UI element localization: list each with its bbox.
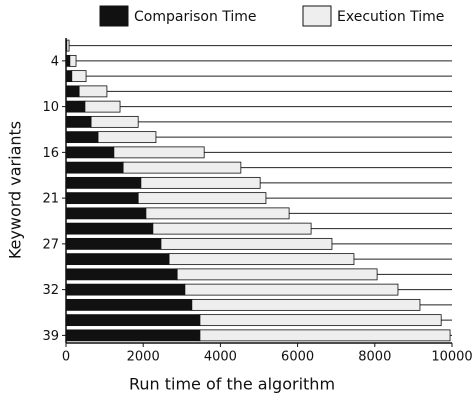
- bar-segment: [152, 222, 312, 235]
- bar-segment: [137, 192, 267, 205]
- bar-segment: [65, 253, 170, 266]
- bar-segment: [78, 85, 108, 98]
- bar-segment: [65, 207, 147, 220]
- x-tick-label: 6000: [281, 350, 314, 365]
- bar-segment: [65, 70, 73, 83]
- bar-segment: [184, 283, 399, 296]
- bar-segment: [191, 298, 421, 311]
- bar-segment: [168, 253, 355, 266]
- y-tick-label: 32: [42, 283, 59, 298]
- legend-text: Execution Time: [337, 9, 444, 25]
- x-tick-label: 8000: [358, 350, 391, 365]
- bar-segment: [65, 192, 139, 205]
- bar-segment: [113, 146, 205, 159]
- bar-segment: [65, 222, 154, 235]
- bar-segment: [65, 268, 178, 281]
- y-tick-label: 16: [42, 146, 59, 161]
- bar-segment: [65, 146, 115, 159]
- bar-segment: [65, 115, 92, 128]
- bar-segment: [160, 237, 333, 250]
- y-tick-label: 27: [42, 237, 59, 252]
- bar-segment: [65, 283, 186, 296]
- bar-segment: [65, 161, 124, 174]
- bar-segment: [65, 329, 201, 342]
- bar-segment: [84, 100, 121, 113]
- bar-segment: [145, 207, 290, 220]
- x-tick-label: 0: [62, 350, 70, 365]
- y-tick-label: 10: [42, 100, 59, 115]
- y-tick-label: 21: [42, 192, 59, 207]
- x-tick-label: 4000: [204, 350, 237, 365]
- y-tick-label: 39: [42, 329, 59, 344]
- legend-text: Comparison Time: [134, 9, 257, 25]
- bar-segment: [66, 39, 70, 52]
- bar-segment: [65, 298, 193, 311]
- bar-segment: [176, 268, 378, 281]
- x-tick-label: 10000: [431, 350, 472, 365]
- legend-swatch: [99, 5, 129, 27]
- bar-segment: [71, 70, 87, 83]
- bar-segment: [140, 176, 261, 189]
- bar-segment: [122, 161, 242, 174]
- bar-segment: [65, 176, 142, 189]
- bar-segment: [199, 314, 442, 327]
- bar-segment: [65, 131, 99, 144]
- x-axis-title: Run time of the algorithm: [129, 375, 335, 394]
- bar-segment: [90, 115, 139, 128]
- bar-segment: [65, 237, 162, 250]
- bar-segment: [65, 314, 201, 327]
- bar-segment: [199, 329, 451, 342]
- bar-segment: [65, 100, 86, 113]
- y-axis-title: Keyword variants: [6, 121, 25, 259]
- bar-segment: [65, 85, 80, 98]
- bar-segment: [97, 131, 157, 144]
- bar-segment: [65, 54, 71, 67]
- x-tick-label: 2000: [127, 350, 160, 365]
- y-tick-label: 4: [51, 54, 59, 69]
- bar-segment: [69, 54, 77, 67]
- legend-swatch: [302, 5, 332, 27]
